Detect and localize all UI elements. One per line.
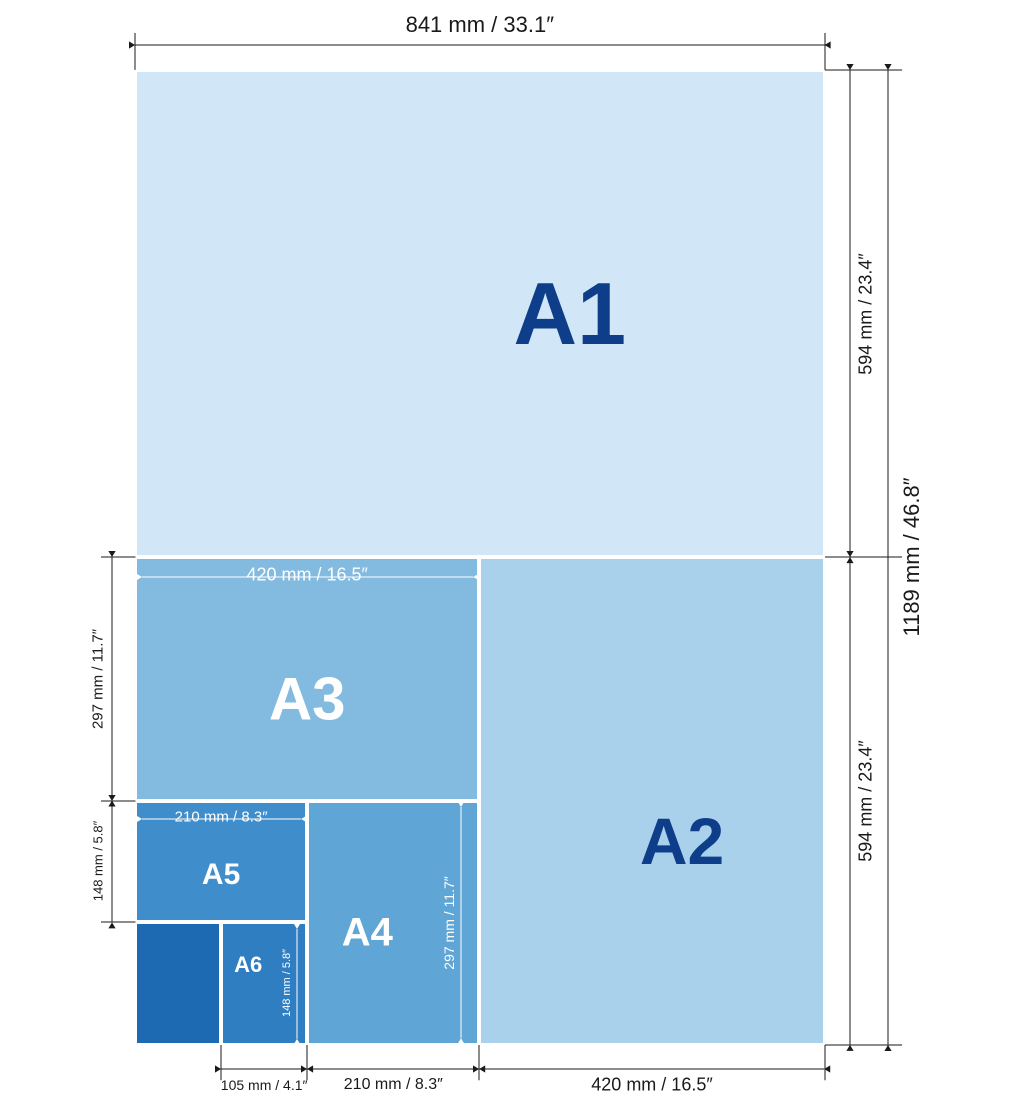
- dim-label-left_a5_h: 148 mm / 5.8″: [91, 821, 106, 901]
- dim-label-a4_height_right: 297 mm / 11.7″: [441, 876, 457, 969]
- dim-label-bottom_a4_w: 210 mm / 8.3″: [344, 1076, 443, 1094]
- paper-a3: A3: [135, 557, 479, 801]
- paper-a5-label: A5: [202, 858, 240, 892]
- dim-label-bottom_a2_w: 420 mm / 16.5″: [591, 1074, 712, 1095]
- dim-label-a3_width_top: 420 mm / 16.5″: [246, 564, 367, 585]
- paper-a2: A2: [479, 557, 824, 1045]
- dim-label-a6_height_right: 148 mm / 5.8″: [281, 949, 293, 1017]
- dim-label-right_inner_bot_a2_h: 594 mm / 23.4″: [856, 740, 877, 861]
- paper-a3-label: A3: [269, 664, 346, 733]
- paper-a6-label: A6: [234, 952, 262, 978]
- dim-label-left_a3_h: 297 mm / 11.7″: [90, 629, 107, 729]
- paper-a4-label: A4: [342, 910, 393, 955]
- paper-a7: [135, 922, 221, 1045]
- dim-label-right_inner_top_a1_h: 594 mm / 23.4″: [856, 253, 877, 374]
- dim-label-a5_width_top: 210 mm / 8.3″: [175, 808, 268, 825]
- dim-label-top_a0_w: 841 mm / 33.1″: [406, 12, 554, 38]
- paper-a1: A1: [135, 70, 825, 557]
- paper-a2-label: A2: [640, 803, 724, 879]
- paper-a1-label: A1: [514, 263, 627, 365]
